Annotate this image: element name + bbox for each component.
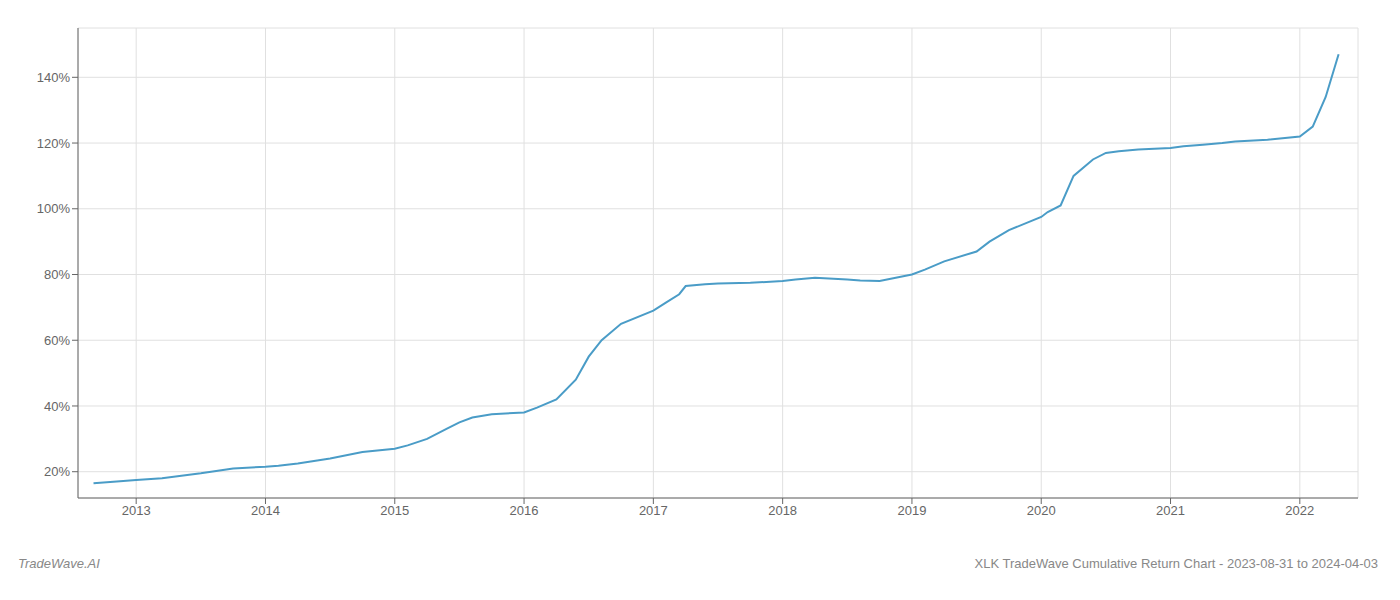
svg-text:2014: 2014 [251,503,280,518]
svg-text:120%: 120% [37,136,71,151]
svg-text:40%: 40% [44,399,70,414]
svg-text:2017: 2017 [639,503,668,518]
svg-text:2018: 2018 [768,503,797,518]
html-text:XLK TradeWave Cumulative Retur: XLK TradeWave Cumulative Return Chart - … [974,555,1378,571]
html-text:TradeWave.AI: TradeWave.AI [18,555,100,571]
svg-text:2016: 2016 [510,503,539,518]
svg-text:20%: 20% [44,464,70,479]
svg-text:2013: 2013 [122,503,151,518]
svg-text:2021: 2021 [1156,503,1185,518]
svg-text:100%: 100% [37,201,71,216]
svg-text:2020: 2020 [1027,503,1056,518]
svg-text:2015: 2015 [380,503,409,518]
svg-text:140%: 140% [37,70,71,85]
svg-text:80%: 80% [44,267,70,282]
svg-text:2022: 2022 [1285,503,1314,518]
svg-text:60%: 60% [44,333,70,348]
svg-text:2019: 2019 [897,503,926,518]
